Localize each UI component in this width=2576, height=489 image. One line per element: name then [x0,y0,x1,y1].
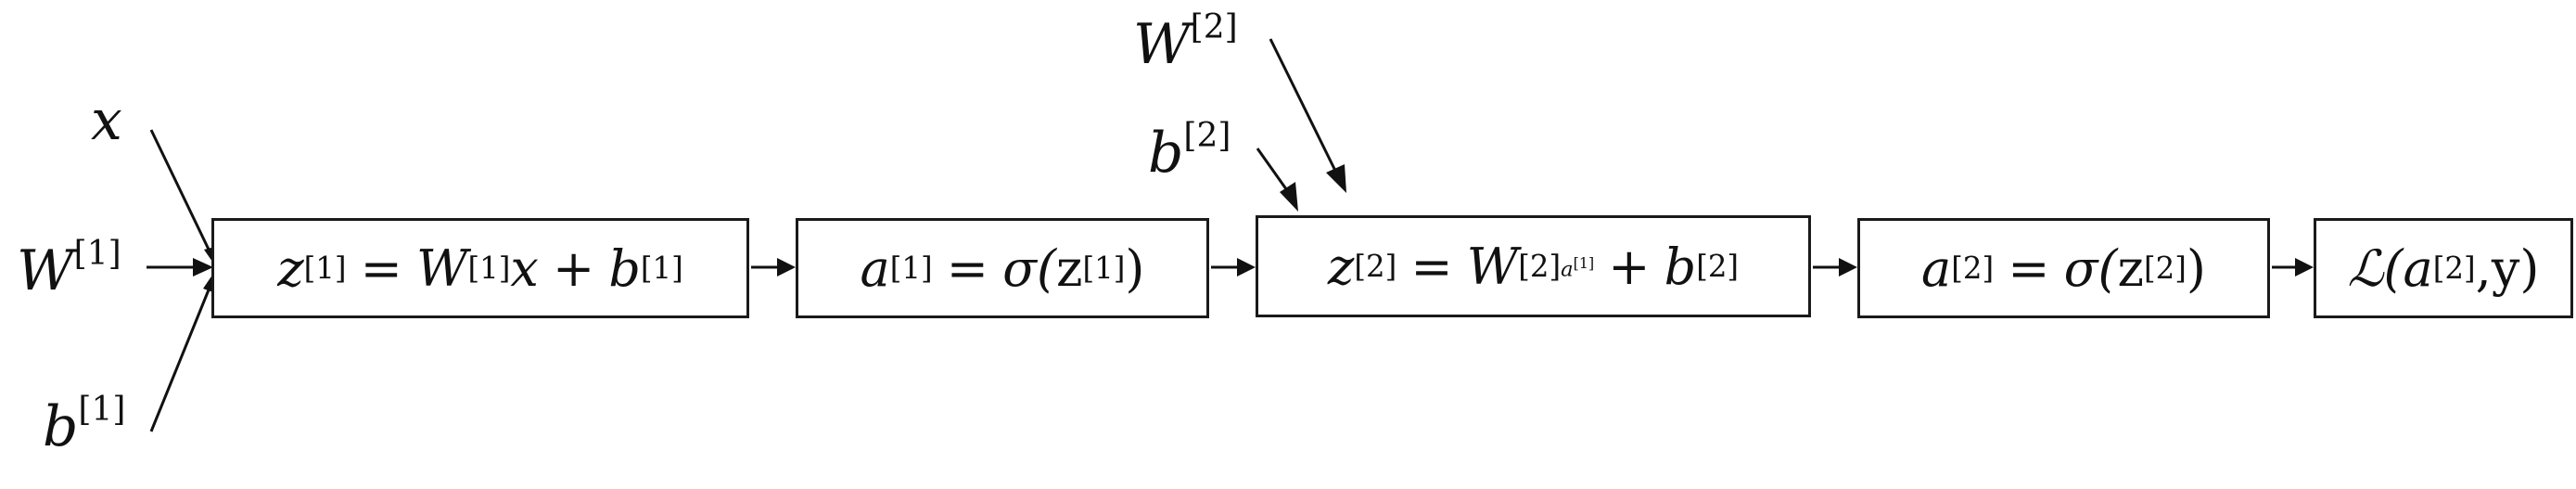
x-var: x [91,88,122,153]
z1-plus: + [552,238,595,298]
b1-var: b [43,394,79,459]
z1-w: W [416,238,468,298]
a1-arg: z [1056,238,1083,298]
z1-box: z [1] = W [1] x + b [1] [211,218,749,318]
input-b1-label: b[1] [43,393,125,456]
z1-lhs: z [277,238,304,298]
z2-w: W [1466,237,1519,296]
b2-sup: [2] [1183,117,1231,155]
a2-sigma: σ( [2063,238,2118,298]
z2-a-sub-sup: [1] [1573,253,1595,272]
z2-equals: = [1410,237,1453,296]
edge-b1-to-z1 [149,282,213,432]
arrowhead-w1-to-z1 [193,258,213,277]
w2-sup: [2] [1190,8,1238,46]
input-w1-label: W[1] [17,238,121,300]
input-b2-label: b[2] [1148,120,1231,182]
loss-box: ℒ(a [2], y) [2314,218,2573,318]
a2-arg: z [2117,238,2144,298]
arrowhead-w2-to-z2 [1326,164,1346,193]
input-x-label: x [91,93,122,148]
z2-plus: + [1608,237,1651,296]
a1-equals: = [946,238,988,298]
loss-close-paren: ) [2519,238,2540,298]
z2-b: b [1664,237,1697,296]
a1-close-paren: ) [1125,238,1145,298]
w1-sup: [1] [73,235,121,273]
arrowhead-a2-to-loss [2295,258,2314,277]
a1-box: a [1] = σ(z [1]) [796,218,1209,318]
a2-close-paren: ) [2186,238,2206,298]
loss-comma: , [2475,238,2492,298]
a1-lhs: a [860,238,890,298]
arrowhead-b2-to-z2 [1280,182,1298,212]
z1-x: x [510,238,539,298]
loss-fn: ℒ( [2347,238,2404,298]
a1-sigma: σ( [1002,238,1057,298]
a2-box: a [2] = σ(z [2]) [1857,218,2270,318]
loss-arg: a [2403,238,2433,298]
edge-w2-to-z2 [1269,38,1339,175]
a2-lhs: a [1921,238,1952,298]
z2-lhs: z [1327,237,1355,296]
z2-a-sub: a [1561,257,1574,282]
b1-sup: [1] [78,391,126,429]
z1-equals: = [360,238,402,298]
z1-b: b [608,238,641,298]
arrowhead-z1-to-a1 [777,258,796,277]
arrowhead-z2-to-a2 [1839,258,1857,277]
b2-var: b [1148,121,1184,186]
a2-equals: = [2008,238,2050,298]
edge-x-to-z1 [149,129,213,256]
input-w2-label: W[2] [1133,11,1238,73]
z2-a-subscript: a[1] [1561,255,1594,279]
w1-var: W [17,238,74,303]
w2-var: W [1133,12,1191,77]
arrowhead-a1-to-z2 [1237,258,1256,277]
loss-y: y [2491,238,2520,298]
z2-box: z [2] = W [2] a[1] + b [2] [1256,215,1811,317]
edge-b2-to-z2 [1256,148,1291,194]
